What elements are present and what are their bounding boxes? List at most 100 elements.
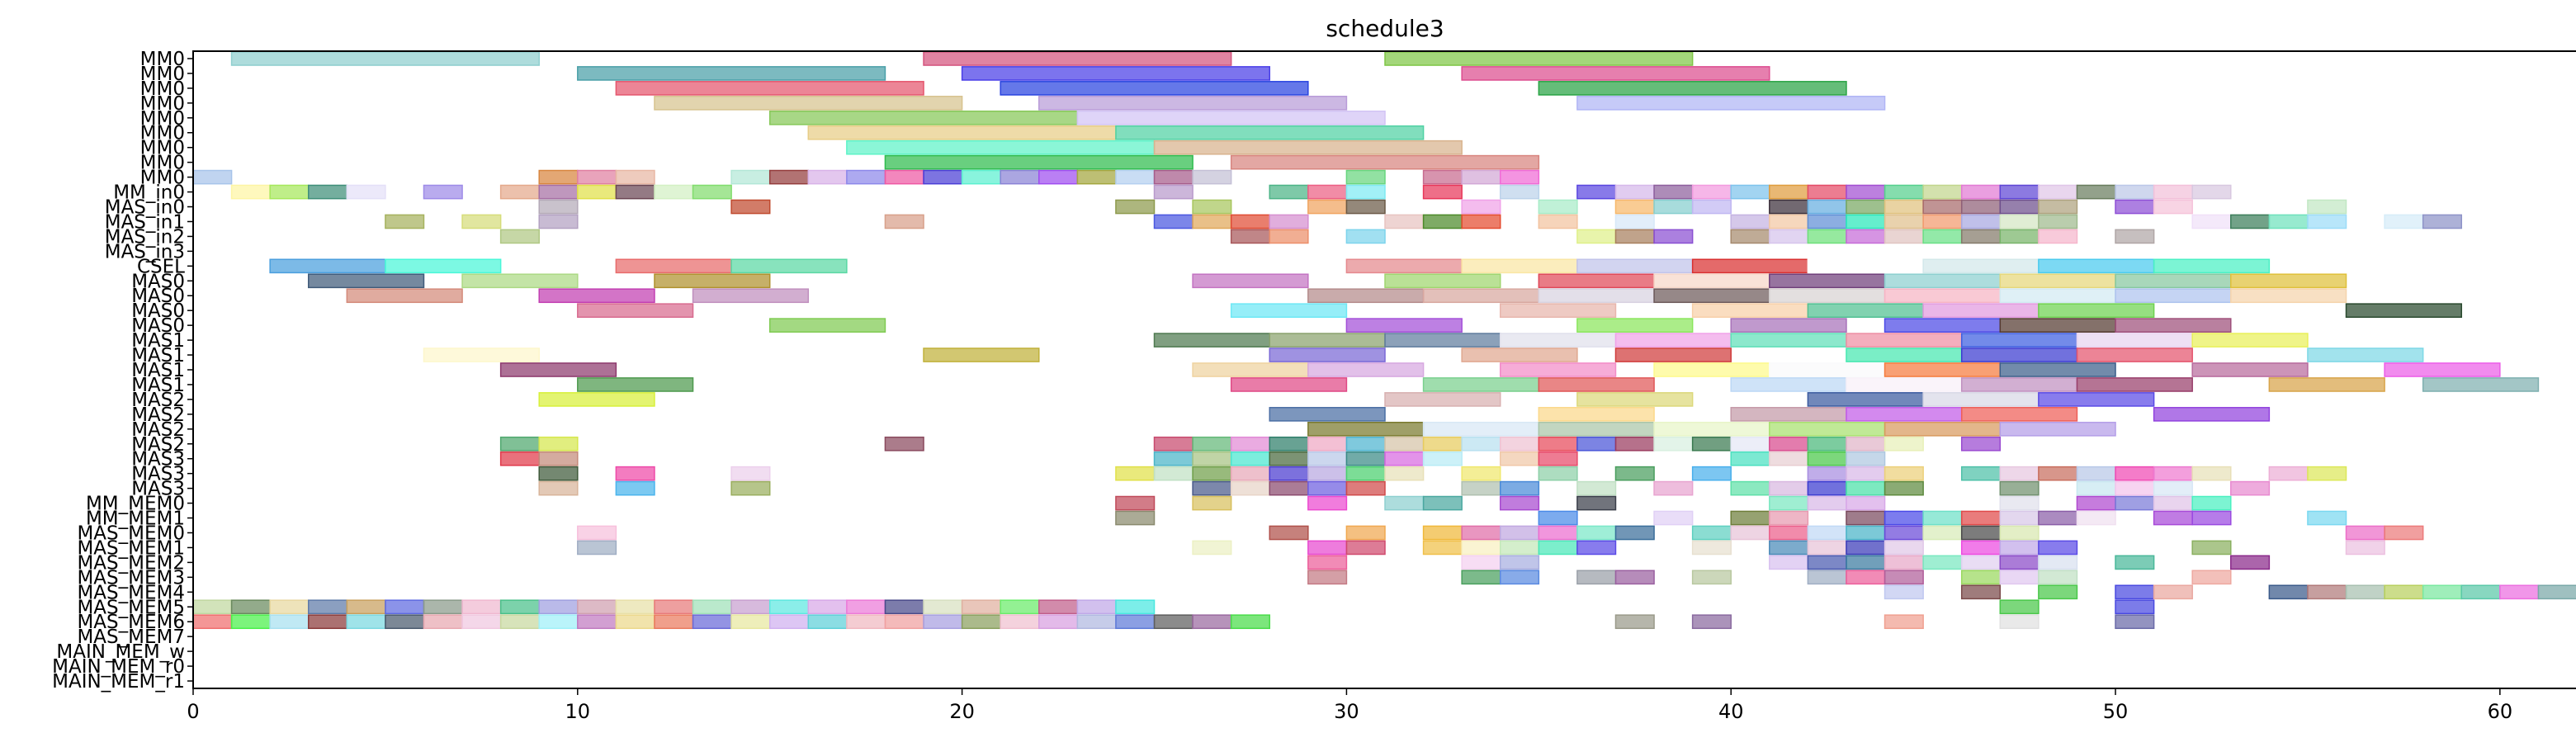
task-bar [615,184,655,200]
task-bar [2153,258,2271,274]
task-bar [1345,451,1386,466]
task-bar [1499,495,1540,511]
y-tick-label: MAS2 [131,404,185,426]
y-tick-label: MAS3 [131,464,185,485]
task-bar [1884,229,1924,244]
task-bar [2307,466,2347,481]
task-bar [2345,540,2385,556]
task-bar [1653,436,1694,452]
task-bar [1192,169,1232,185]
task-bar [1999,495,2040,511]
y-tick-label: MAS1 [131,330,185,352]
task-bar [1499,540,1540,556]
task-bar [615,480,655,496]
task-bar [1269,525,1309,541]
task-bar [2345,303,2463,319]
task-bar [1807,229,1847,244]
task-bar [1999,229,2040,244]
task-bar [1846,214,1886,229]
task-bar [1230,480,1271,496]
task-bar [1576,318,1694,333]
task-bar [1153,139,1463,155]
task-bar [2191,466,2232,481]
y-tick-label: MAS_in2 [105,226,185,248]
task-bar [307,614,348,630]
task-bar [1499,184,1540,200]
task-bar [2191,510,2232,526]
task-bar [1846,570,1886,585]
task-bar [1000,169,1040,185]
task-bar [499,451,540,466]
task-bar [2153,184,2193,200]
task-bar [1769,436,1809,452]
task-bar [2076,377,2193,392]
task-bar [1730,214,1770,229]
task-bar [846,614,886,630]
task-bar [1999,555,2040,570]
x-tick-label: 30 [1334,700,1359,723]
task-bar [1922,199,1963,215]
task-bar [538,392,655,407]
task-bar [1769,184,1809,200]
task-bar [2230,480,2271,496]
task-bar [1576,525,1617,541]
y-tick-label: MM0 [140,153,185,174]
task-bar [1691,525,1732,541]
task-bar [1192,436,1232,452]
y-tick-label: MAS2 [131,390,185,411]
task-bar [1807,540,1847,556]
task-bar [654,184,694,200]
task-bar [1153,436,1193,452]
task-bar [1499,333,1617,347]
task-bar [1576,392,1694,407]
task-bar [2038,258,2155,274]
task-bar [1999,599,2040,615]
task-bar [692,288,810,304]
task-bar [1307,466,1348,481]
task-bar [1538,199,1578,215]
task-bar [1730,480,1770,496]
task-bar [1269,480,1309,496]
task-bar [385,614,425,630]
task-bar [807,614,848,630]
task-bar [538,480,579,496]
task-bar [2268,466,2309,481]
task-bar [1960,466,2002,481]
task-bar [1960,229,2002,244]
task-bar [577,169,617,185]
task-bar [615,169,655,185]
task-bar [1230,451,1271,466]
task-bar [768,614,810,630]
task-bar [1384,214,1425,229]
task-bar [1769,288,1886,304]
task-bar [1846,525,1886,541]
task-bar [1076,110,1386,125]
task-bar [2115,199,2155,215]
task-bar [346,599,386,615]
task-bar [2499,584,2540,600]
y-tick-label: MM_MEM1 [86,508,185,530]
task-bar [654,614,694,630]
task-bar [192,599,233,615]
task-bar [1884,318,2002,333]
task-bar [1576,436,1617,452]
task-bar [1461,258,1578,274]
task-bar [269,258,386,274]
task-bar [1115,495,1156,511]
task-bar [1538,451,1578,466]
task-bar [1499,451,1540,466]
task-bar [1269,436,1309,452]
task-bar [1192,214,1232,229]
task-bar [2115,599,2155,615]
task-bar [692,614,732,630]
task-bar [654,599,694,615]
y-tick-label: MM0 [140,93,185,115]
task-bar [2460,584,2501,600]
y-tick-label: MAS_in0 [105,197,185,219]
task-bar [1461,466,1501,481]
x-tick-label: 20 [949,700,975,723]
task-bar [1884,214,1924,229]
task-bar [1538,540,1578,556]
task-bar [1153,214,1193,229]
y-tick-label: MAIN_MEM_r0 [52,656,185,678]
